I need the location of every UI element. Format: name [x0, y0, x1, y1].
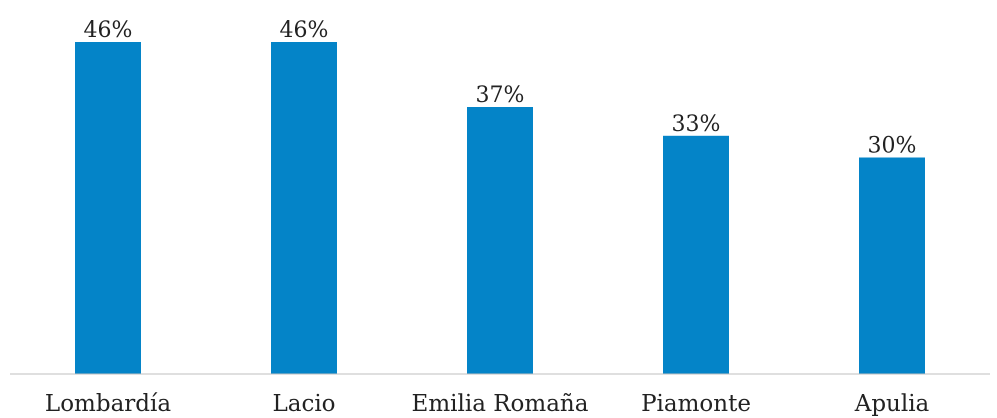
- bar-1: [271, 42, 337, 374]
- x-tick-label-1: Lacio: [272, 391, 335, 417]
- x-tick-label-4: Apulia: [854, 391, 930, 417]
- bar-3: [663, 135, 729, 374]
- bar-2: [467, 107, 533, 374]
- data-label-3: 33%: [672, 112, 721, 137]
- data-labels-group: 46% 46% 37% 33% 30%: [84, 18, 917, 159]
- data-label-0: 46%: [84, 18, 133, 43]
- data-label-1: 46%: [280, 18, 329, 43]
- x-tick-label-2: Emilia Romaña: [412, 391, 589, 417]
- data-label-2: 37%: [476, 83, 525, 108]
- data-label-4: 30%: [868, 134, 917, 159]
- x-tick-label-3: Piamonte: [641, 391, 751, 417]
- x-tick-labels-group: Lombardía Lacio Emilia Romaña Piamonte Apuli…: [45, 391, 930, 417]
- bar-4: [859, 157, 925, 374]
- bars-group: [75, 42, 925, 374]
- x-tick-label-0: Lombardía: [45, 391, 171, 417]
- bar-0: [75, 42, 141, 374]
